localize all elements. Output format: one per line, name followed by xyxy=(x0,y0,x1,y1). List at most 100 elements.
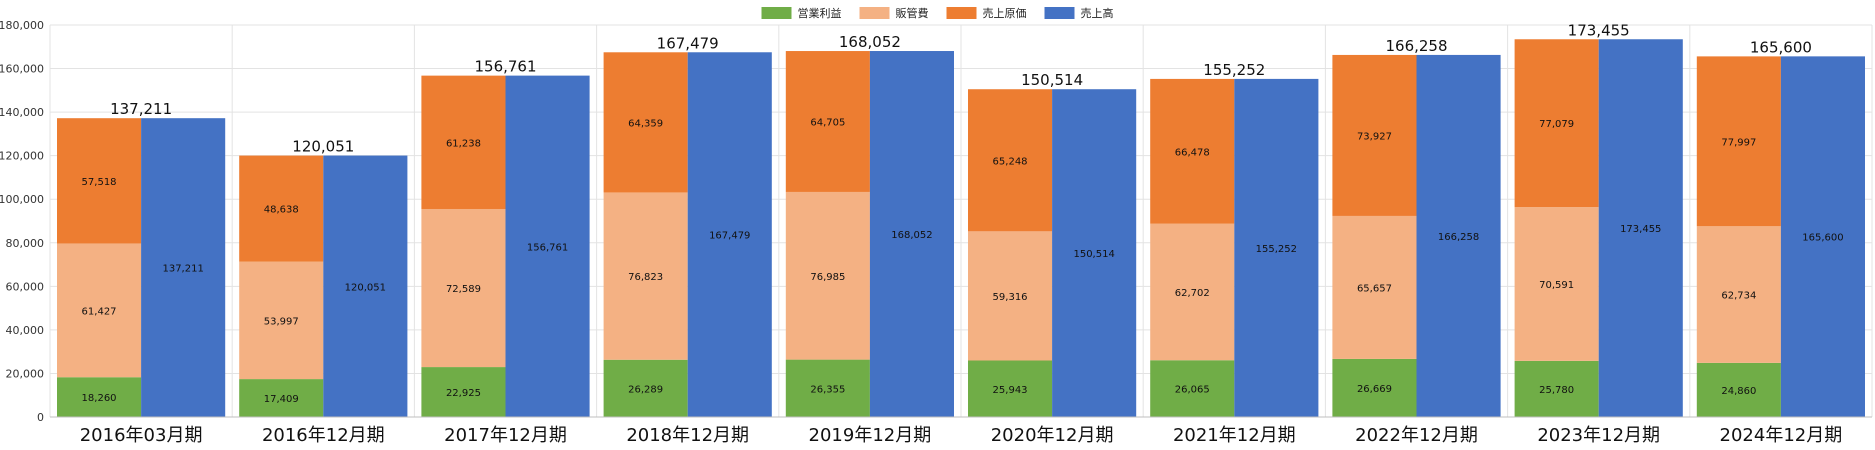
stacked-bar-segment xyxy=(57,243,142,378)
y-tick-label: 80,000 xyxy=(6,237,45,250)
stacked-bar-segment xyxy=(1514,360,1599,417)
x-category-label: 2021年12月期 xyxy=(1173,425,1296,446)
stacked-bar-segment xyxy=(1150,78,1235,224)
total-value-label: 167,479 xyxy=(657,34,719,52)
stacked-bar-segment xyxy=(239,379,324,417)
total-value-label: 150,514 xyxy=(1021,71,1083,89)
segment-value-label: 70,591 xyxy=(1539,280,1574,291)
total-value-label: 120,051 xyxy=(292,138,354,156)
stacked-bar-segment xyxy=(968,360,1053,417)
total-value-label: 156,761 xyxy=(474,58,536,76)
revenue-value-label: 173,455 xyxy=(1620,224,1661,235)
revenue-bar xyxy=(505,75,590,417)
stacked-bar-segment xyxy=(1150,360,1235,417)
total-value-label: 165,600 xyxy=(1750,38,1812,56)
x-category-label: 2020年12月期 xyxy=(991,425,1114,446)
stacked-bar-segment xyxy=(1696,362,1781,417)
segment-value-label: 24,860 xyxy=(1721,386,1756,397)
y-tick-label: 140,000 xyxy=(0,106,44,119)
stacked-bar-segment xyxy=(1514,39,1599,208)
revenue-bar xyxy=(1416,54,1501,417)
revenue-bar xyxy=(323,155,408,417)
total-value-label: 173,455 xyxy=(1568,21,1630,39)
segment-value-label: 26,669 xyxy=(1357,384,1392,395)
stacked-bar-segment xyxy=(1332,215,1417,359)
revenue-bar xyxy=(141,118,226,417)
revenue-value-label: 120,051 xyxy=(345,282,386,293)
legend-label: 売上高 xyxy=(1081,6,1114,20)
segment-value-label: 18,260 xyxy=(82,393,117,404)
segment-value-label: 57,518 xyxy=(82,177,117,188)
x-category-label: 2024年12月期 xyxy=(1720,425,1843,446)
segment-value-label: 73,927 xyxy=(1357,131,1392,142)
stacked-bar-segment xyxy=(1332,358,1417,417)
stacked-bar-segment xyxy=(421,208,506,368)
revenue-bar xyxy=(1598,39,1683,418)
legend-swatch xyxy=(859,7,890,19)
y-tick-label: 40,000 xyxy=(6,324,45,337)
segment-value-label: 59,316 xyxy=(993,292,1028,303)
stacked-bar-segment xyxy=(785,51,870,192)
y-tick-label: 60,000 xyxy=(6,280,45,293)
revenue-value-label: 168,052 xyxy=(891,230,932,241)
stacked-bar-segment xyxy=(57,118,142,244)
revenue-value-label: 137,211 xyxy=(162,264,203,275)
revenue-value-label: 167,479 xyxy=(709,231,750,242)
segment-value-label: 17,409 xyxy=(264,394,299,405)
stacked-bar-segment xyxy=(1332,54,1417,216)
x-category-label: 2022年12月期 xyxy=(1355,425,1478,446)
stacked-bar-segment xyxy=(57,377,142,417)
segment-value-label: 66,478 xyxy=(1175,147,1210,158)
x-category-label: 2019年12月期 xyxy=(809,425,932,446)
segment-value-label: 26,065 xyxy=(1175,385,1210,396)
x-category-label: 2016年12月期 xyxy=(262,425,385,446)
revenue-value-label: 156,761 xyxy=(527,242,568,253)
segment-value-label: 53,997 xyxy=(264,316,299,327)
segment-value-label: 64,359 xyxy=(628,118,663,129)
y-tick-label: 100,000 xyxy=(0,193,44,206)
segment-value-label: 48,638 xyxy=(264,205,299,216)
legend-swatch xyxy=(1044,7,1075,19)
revenue-value-label: 155,252 xyxy=(1256,244,1297,255)
x-category-label: 2016年03月期 xyxy=(80,425,203,446)
y-tick-label: 20,000 xyxy=(6,367,45,380)
revenue-bar xyxy=(1780,56,1865,418)
total-value-label: 137,211 xyxy=(110,100,172,118)
total-value-label: 166,258 xyxy=(1385,37,1447,55)
segment-value-label: 22,925 xyxy=(446,388,481,399)
stacked-bar-segment xyxy=(1150,223,1235,361)
stacked-bar-segment xyxy=(968,89,1053,232)
segment-value-label: 26,289 xyxy=(628,384,663,395)
x-category-label: 2023年12月期 xyxy=(1537,425,1660,446)
segment-value-label: 25,943 xyxy=(993,385,1028,396)
stacked-bar-segment xyxy=(421,367,506,417)
segment-value-label: 61,427 xyxy=(82,306,117,317)
y-tick-label: 120,000 xyxy=(0,150,44,163)
segment-value-label: 26,355 xyxy=(810,384,845,395)
stacked-bar-segment xyxy=(603,359,688,417)
revenue-value-label: 150,514 xyxy=(1073,249,1114,260)
stacked-bar-segment xyxy=(785,191,870,360)
stacked-bar-segment xyxy=(239,261,324,380)
legend-label: 売上原価 xyxy=(983,7,1027,20)
legend-swatch xyxy=(946,7,977,19)
stacked-bar-segment xyxy=(239,155,324,262)
stacked-bar-segment xyxy=(968,231,1053,361)
y-tick-label: 180,000 xyxy=(0,19,44,32)
segment-value-label: 76,985 xyxy=(810,272,845,283)
stacked-bar-segment xyxy=(1514,207,1599,361)
segment-value-label: 77,997 xyxy=(1721,137,1756,148)
revenue-bar xyxy=(1234,78,1319,418)
segment-value-label: 62,734 xyxy=(1721,291,1756,302)
stacked-bar-segment xyxy=(1696,56,1781,227)
revenue-bar xyxy=(869,51,954,418)
revenue-bar xyxy=(687,52,772,418)
total-value-label: 168,052 xyxy=(839,33,901,51)
revenue-value-label: 166,258 xyxy=(1438,232,1479,243)
segment-value-label: 64,705 xyxy=(810,117,845,128)
segment-value-label: 65,248 xyxy=(993,156,1028,167)
stacked-bar-segment xyxy=(421,75,506,209)
stacked-bar-segment xyxy=(603,52,688,193)
revenue-value-label: 165,600 xyxy=(1802,233,1843,244)
